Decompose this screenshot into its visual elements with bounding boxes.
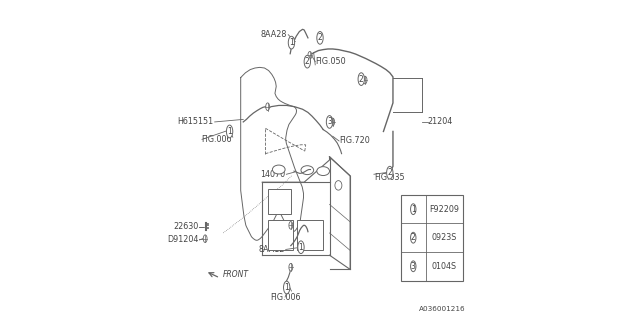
Ellipse shape (289, 263, 292, 271)
Text: 14070: 14070 (260, 170, 285, 179)
Text: 8AA12: 8AA12 (259, 245, 285, 254)
Ellipse shape (304, 55, 310, 68)
Text: 22630: 22630 (173, 222, 199, 231)
Ellipse shape (317, 167, 330, 176)
Text: 2: 2 (411, 233, 415, 242)
Text: 2: 2 (317, 33, 323, 42)
Text: 1: 1 (411, 205, 415, 214)
Bar (268, 220, 293, 251)
Text: FIG.006: FIG.006 (201, 135, 232, 144)
Ellipse shape (266, 103, 269, 110)
Bar (268, 189, 291, 214)
Text: 2: 2 (305, 57, 310, 66)
Ellipse shape (411, 204, 416, 215)
Ellipse shape (289, 221, 292, 229)
Text: 1: 1 (227, 127, 232, 136)
Text: H615151: H615151 (178, 117, 214, 126)
Text: F92209: F92209 (429, 205, 459, 214)
Ellipse shape (291, 37, 294, 45)
Text: 21204: 21204 (428, 117, 453, 126)
Text: 2: 2 (387, 168, 392, 177)
Text: FIG.720: FIG.720 (339, 136, 370, 146)
Ellipse shape (284, 281, 290, 294)
Ellipse shape (308, 52, 312, 59)
Ellipse shape (317, 32, 323, 44)
Ellipse shape (411, 261, 416, 272)
Ellipse shape (204, 235, 207, 243)
Text: 0104S: 0104S (431, 262, 457, 271)
Ellipse shape (358, 73, 364, 85)
Ellipse shape (227, 125, 233, 138)
Ellipse shape (326, 116, 333, 128)
Ellipse shape (388, 169, 392, 177)
Ellipse shape (363, 76, 367, 84)
Text: 1: 1 (289, 38, 294, 47)
Ellipse shape (301, 166, 314, 175)
Ellipse shape (411, 232, 416, 243)
Text: 1: 1 (299, 243, 303, 252)
Text: FIG.035: FIG.035 (374, 173, 404, 182)
Ellipse shape (298, 241, 304, 253)
Text: 3: 3 (411, 262, 416, 271)
Text: FRONT: FRONT (223, 270, 249, 279)
Ellipse shape (387, 166, 393, 179)
Text: 0923S: 0923S (431, 233, 457, 242)
Ellipse shape (288, 36, 294, 49)
Text: A036001216: A036001216 (419, 306, 466, 312)
Text: FIG.050: FIG.050 (316, 57, 346, 66)
Ellipse shape (285, 284, 289, 291)
Text: 3: 3 (327, 117, 332, 126)
Text: 2: 2 (359, 75, 364, 84)
Text: 1: 1 (284, 283, 289, 292)
Bar (297, 220, 323, 251)
Ellipse shape (273, 165, 285, 174)
Text: D91204: D91204 (168, 236, 199, 244)
Bar (401, 195, 463, 281)
Ellipse shape (299, 244, 303, 251)
Ellipse shape (331, 118, 335, 126)
Ellipse shape (335, 180, 342, 190)
Text: 8AA28: 8AA28 (260, 30, 287, 39)
Text: FIG.006: FIG.006 (270, 293, 300, 302)
